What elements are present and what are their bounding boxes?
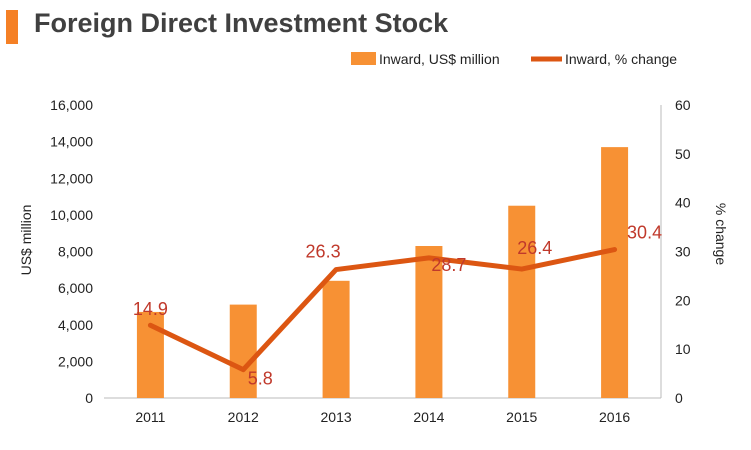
data-label: 26.4 <box>517 238 552 258</box>
x-tick-label: 2016 <box>599 409 630 425</box>
y-tick-label: 4,000 <box>58 317 93 333</box>
y-tick-label: 12,000 <box>50 170 93 186</box>
y-tick-label: 6,000 <box>58 280 93 296</box>
line-layer: 14.9 5.8 26.3 28.7 26.4 30.4 <box>133 223 662 389</box>
data-label: 30.4 <box>627 223 662 243</box>
y2-axis-title: % change <box>713 203 729 265</box>
series-line <box>147 247 618 373</box>
y-tick-label: 2,000 <box>58 353 93 369</box>
y2-tick-label: 60 <box>675 97 691 113</box>
y2-tick-label: 50 <box>675 146 691 162</box>
y-tick-label: 0 <box>85 390 93 406</box>
chart-title: Foreign Direct Investment Stock <box>34 8 449 38</box>
title-accent-bar <box>6 10 18 44</box>
y2-tick-label: 10 <box>675 341 691 357</box>
axes: 0 2,000 4,000 6,000 8,000 10,000 12,000 14,000 1… <box>50 97 691 425</box>
data-label: 28.7 <box>431 255 466 275</box>
legend-bar-swatch <box>351 52 376 65</box>
data-label: 14.9 <box>133 299 168 319</box>
y-tick-label: 14,000 <box>50 134 93 150</box>
y-tick-label: 8,000 <box>58 244 93 260</box>
y-tick-label: 10,000 <box>50 207 93 223</box>
y-tick-label: 16,000 <box>50 97 93 113</box>
bar <box>229 304 257 398</box>
legend-bar-label: Inward, US$ million <box>379 51 500 67</box>
x-tick-label: 2015 <box>506 409 537 425</box>
bar <box>415 246 443 398</box>
bar <box>508 205 536 398</box>
bar <box>322 280 350 398</box>
x-tick-label: 2012 <box>228 409 259 425</box>
bar <box>601 147 629 398</box>
legend: Inward, US$ million Inward, % change <box>351 51 677 67</box>
y2-tick-label: 20 <box>675 292 691 308</box>
y2-tick-label: 30 <box>675 244 691 260</box>
data-label: 5.8 <box>248 369 273 389</box>
legend-line-label: Inward, % change <box>565 51 677 67</box>
bars <box>136 147 629 398</box>
x-tick-label: 2011 <box>135 409 165 425</box>
data-label: 26.3 <box>306 242 341 262</box>
y2-tick-label: 0 <box>675 390 683 406</box>
y2-tick-label: 40 <box>675 195 691 211</box>
x-tick-label: 2014 <box>413 409 444 425</box>
y-axis-title: US$ million <box>18 205 34 276</box>
x-tick-label: 2013 <box>321 409 352 425</box>
